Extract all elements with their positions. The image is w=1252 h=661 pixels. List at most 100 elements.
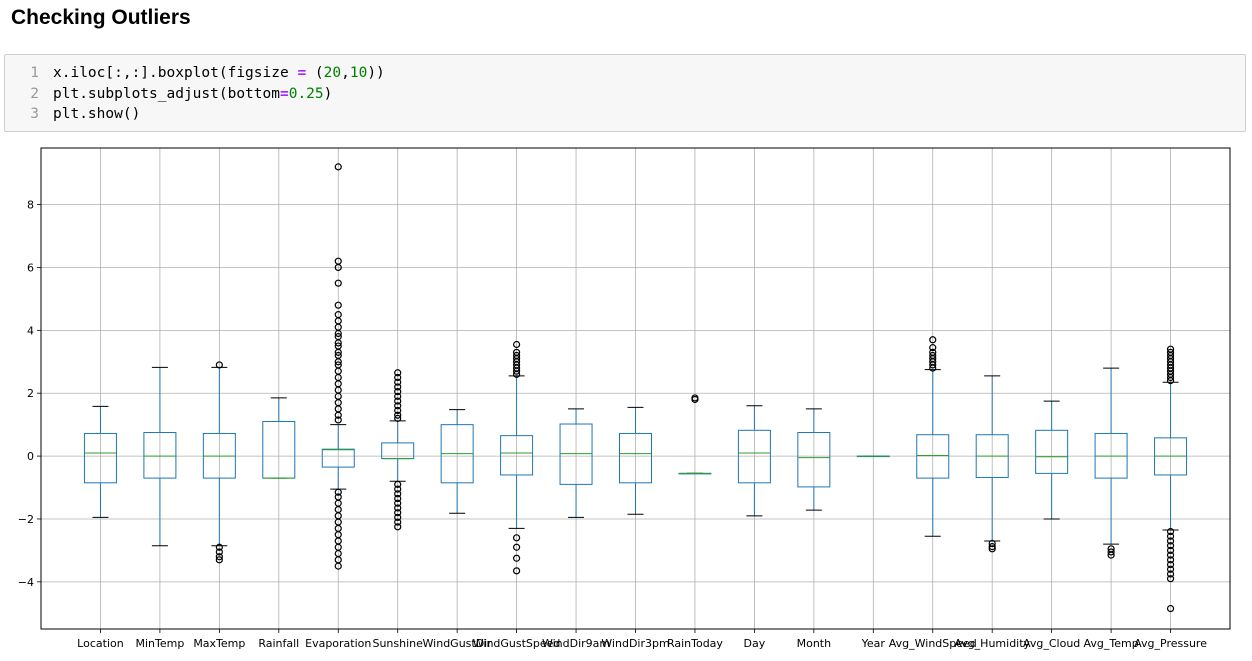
outlier-point [215,553,223,561]
outlier-point [512,554,521,562]
y-tick-label: 8 [27,199,34,212]
outlier-point [394,523,402,531]
outlier-point [394,402,402,410]
outlier-point [1166,570,1175,578]
code-token: 10 [349,65,368,81]
outlier-point [512,370,521,378]
line-number: 2 [30,85,39,102]
box [83,432,117,484]
outlier-point [1166,373,1175,382]
box [143,432,177,479]
outlier-point [512,543,521,551]
x-tick-label: WindGustDir [423,637,493,650]
outlier-point [929,336,937,344]
outlier-point [334,339,342,347]
box [1035,429,1069,474]
code-token: 20 [323,65,342,81]
x-tick-label: Avg_Cloud [1023,637,1080,650]
x-tick-label: Avg_Humidity [954,637,1030,650]
x-tick-label: RainToday [667,637,723,650]
outlier-point [394,406,402,415]
outlier-point [394,414,402,422]
outlier-point [394,392,402,400]
code-token: x.iloc[:,:].boxplot(figsize [53,65,298,81]
x-tick-label: Rainfall [258,637,299,650]
outlier-point [334,263,342,272]
outlier-point [1166,532,1175,540]
outlier-point [394,373,402,382]
box [797,432,831,488]
outlier-point [512,534,521,542]
outlier-point [1166,542,1175,550]
box [559,423,593,485]
outlier-point [334,163,342,171]
outlier-point [394,397,402,405]
outlier-point [334,301,342,309]
y-tick-label: −2 [18,513,34,526]
outlier-point [334,358,342,366]
outlier-point [1166,537,1175,545]
outlier-point [394,504,402,512]
outlier-point [334,348,342,356]
y-tick-label: 2 [27,387,34,400]
code-token: , [341,65,350,81]
outlier-point [929,364,937,372]
outlier-point [394,378,402,386]
x-tick-label: MaxTemp [193,637,245,650]
axes-frame [40,147,1231,630]
y-tick-label: 6 [27,261,34,274]
outlier-point [394,388,402,396]
code-token: ( [306,65,324,81]
x-tick-label: MinTemp [135,637,184,650]
code-token: plt.subplots_adjust(bottom [53,85,280,102]
outlier-point [394,485,402,493]
outlier-point [512,367,521,375]
box [619,432,652,484]
x-tick-label: WindDir3pm [601,637,669,650]
outlier-point [988,545,996,553]
outlier-point [691,394,699,402]
code-cell[interactable]: 1 x.iloc[:,:].boxplot(figsize = (20,10)) 2… [4,54,1246,132]
x-tick-label: Sunshine [372,637,423,650]
outlier-point [394,518,402,526]
outlier-point [929,361,937,369]
outlier-point [929,344,937,352]
x-tick-label: WindDir9am [542,637,610,650]
outlier-point [334,488,342,496]
outlier-point [1166,560,1175,569]
box [321,448,355,468]
x-tick-label: WindGustSpeed [473,637,561,650]
outlier-point [215,361,223,369]
x-tick-label: Month [797,637,832,650]
line-number: 1 [30,65,39,81]
outlier-point [334,562,342,570]
outlier-point [1166,546,1175,555]
y-tick-label: −4 [18,576,34,589]
outlier-point [394,513,402,521]
x-tick-label: Avg_Pressure [1134,637,1207,650]
outlier-point [988,543,996,551]
outlier-point [988,539,996,548]
outlier-point [394,499,402,507]
code-line: 2 plt.subplots_adjust(bottom=0.25) [5,84,332,104]
outlier-point [334,279,342,287]
outlier-point [1166,551,1175,559]
box [916,434,950,479]
outlier-point [334,416,342,424]
outlier-point [1107,551,1115,559]
outlier-point [1166,377,1175,385]
x-tick-label: Location [77,637,124,650]
outlier-point [394,509,402,517]
outlier-point [1166,565,1175,573]
code-token: )) [367,65,385,81]
code-token: = [279,85,289,102]
code-token: ) [323,85,333,102]
x-tick-label: Avg_WindSpeed [889,637,977,650]
y-tick-label: 0 [27,450,34,463]
outlier-point [394,383,402,391]
outlier-point [394,494,402,503]
x-tick-label: Evaporation [305,637,371,650]
outlier-point [1166,556,1175,564]
y-tick-label: 4 [27,324,34,337]
outlier-point [394,369,402,377]
